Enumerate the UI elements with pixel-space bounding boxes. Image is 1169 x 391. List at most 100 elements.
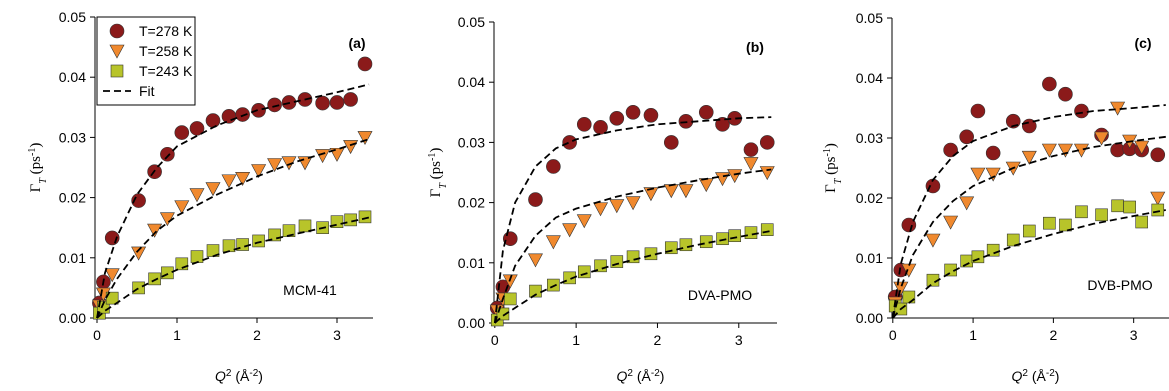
- sample-label: DVA-PMO: [688, 287, 752, 303]
- x-tick-label: 0: [491, 332, 499, 348]
- point: [1094, 131, 1110, 146]
- legend-label: T=243 K: [139, 63, 193, 79]
- fit-line: [494, 230, 772, 324]
- point: [744, 226, 758, 239]
- point: [329, 95, 345, 110]
- point: [235, 172, 251, 186]
- point: [105, 291, 119, 305]
- point: [716, 232, 729, 246]
- point: [643, 108, 659, 123]
- y-label-part: T: [438, 182, 449, 189]
- point: [503, 292, 517, 306]
- point: [959, 196, 975, 211]
- y-tick-label: 0.05: [856, 10, 883, 26]
- point: [267, 158, 283, 173]
- x-label-part: (Å: [633, 368, 652, 384]
- point: [743, 142, 759, 157]
- fit-line: [891, 135, 1166, 319]
- point: [562, 135, 577, 150]
- sample-label: DVB-PMO: [1087, 277, 1152, 293]
- point: [189, 188, 205, 203]
- legend-swatch: [109, 23, 125, 39]
- panel-label: (b): [746, 39, 764, 55]
- point: [222, 239, 236, 253]
- point: [1057, 143, 1073, 158]
- point: [329, 147, 345, 162]
- y-axis-label: ΓT (ps-1): [427, 148, 449, 198]
- x-tick-label: 3: [1130, 327, 1138, 343]
- x-tick-label: 3: [735, 332, 743, 348]
- legend-label: T=258 K: [139, 43, 193, 59]
- point: [132, 281, 145, 295]
- point: [609, 199, 625, 214]
- point: [298, 219, 312, 233]
- point: [104, 268, 120, 283]
- x-label-part: (Å: [1028, 368, 1047, 384]
- point: [1150, 147, 1166, 163]
- y-label-part: Γ: [428, 188, 444, 197]
- y-label-part: (ps: [428, 161, 444, 183]
- x-tick-label: 1: [173, 327, 181, 343]
- fit-line: [96, 83, 370, 319]
- point: [545, 235, 561, 250]
- fit-line: [493, 116, 772, 324]
- legend-label: T=278 K: [139, 23, 193, 39]
- point: [1123, 200, 1136, 214]
- panel-label: (a): [348, 35, 365, 51]
- x-label-part: Q: [215, 368, 226, 384]
- x-axis-label: Q2 (Å-2): [215, 368, 263, 385]
- x-tick-label: 2: [1049, 327, 1057, 343]
- point: [357, 131, 373, 146]
- x-tick-label: 3: [333, 327, 341, 343]
- point: [251, 103, 266, 118]
- point: [281, 156, 297, 171]
- x-label-part: ): [1055, 368, 1060, 384]
- x-label-part: 2: [627, 368, 633, 379]
- point: [546, 159, 561, 174]
- point: [205, 182, 221, 197]
- y-tick-label: 0.00: [856, 310, 883, 326]
- y-label-part: -1: [427, 153, 438, 161]
- point: [609, 111, 625, 126]
- point: [357, 56, 373, 72]
- point: [715, 117, 730, 132]
- point: [943, 215, 959, 230]
- point: [759, 166, 775, 181]
- point: [1075, 205, 1088, 219]
- legend-swatch: [109, 44, 125, 59]
- fit-line: [96, 216, 370, 319]
- x-tick-label: 0: [889, 327, 897, 343]
- legend-label: Fit: [139, 83, 155, 99]
- point: [205, 113, 221, 128]
- x-label-part: -2: [249, 368, 258, 379]
- point: [1151, 203, 1165, 217]
- point: [759, 135, 775, 150]
- x-label-part: Q: [617, 368, 628, 384]
- y-tick-label: 0.04: [458, 74, 485, 90]
- point: [1043, 216, 1056, 230]
- y-label-part: -1: [27, 148, 38, 156]
- point: [1041, 143, 1057, 158]
- point: [1134, 140, 1150, 155]
- y-axis-label: ΓT (ps-1): [27, 143, 49, 193]
- point: [1074, 103, 1089, 119]
- y-tick-label: 0.01: [856, 250, 883, 266]
- point: [175, 257, 189, 271]
- x-tick-label: 0: [93, 327, 101, 343]
- point: [315, 149, 331, 164]
- point: [625, 196, 641, 211]
- point: [528, 192, 543, 207]
- point: [985, 145, 1001, 161]
- x-label-part: -2: [1046, 368, 1055, 379]
- x-tick-label: 2: [253, 327, 261, 343]
- point: [1135, 215, 1149, 229]
- point: [282, 224, 296, 238]
- point: [576, 214, 592, 229]
- x-label-part: 2: [226, 368, 232, 379]
- panel-label: (c): [1134, 35, 1151, 51]
- point: [698, 105, 714, 120]
- point: [189, 121, 205, 136]
- x-axis-label: Q2 (Å-2): [617, 368, 665, 385]
- y-tick-label: 0.04: [59, 69, 86, 85]
